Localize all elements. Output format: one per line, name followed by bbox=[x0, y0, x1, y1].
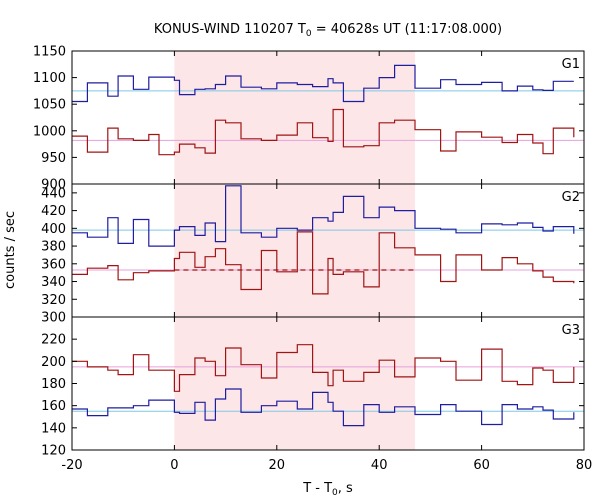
y-tick-label: 400 bbox=[41, 222, 66, 237]
count-rate-series bbox=[72, 344, 575, 392]
x-tick-label: -20 bbox=[61, 458, 82, 473]
y-tick-label: 320 bbox=[41, 293, 66, 308]
x-axis-label: T - T0, s bbox=[302, 481, 353, 498]
x-tick-label: 80 bbox=[576, 458, 593, 473]
y-tick-label: 1000 bbox=[33, 124, 66, 139]
count-rate-series bbox=[72, 185, 575, 247]
panels-layer: 900 950 1000 1050 1100 1150 G1 300 320 340 360 380 4… bbox=[33, 45, 585, 459]
chart-title: KONUS-WIND 110207 T0 = 40628s UT (11:17:… bbox=[154, 22, 502, 39]
panel-label: G3 bbox=[562, 323, 580, 338]
count-rate-series bbox=[72, 64, 574, 103]
panel-label: G1 bbox=[562, 57, 580, 72]
y-tick-label: 220 bbox=[41, 333, 66, 348]
panel-g3: 120 140 160 180 200 220 G3 bbox=[41, 316, 585, 459]
x-tick-label: 40 bbox=[371, 458, 388, 473]
y-tick-label: 300 bbox=[41, 311, 66, 326]
burst-interval-highlight bbox=[174, 51, 416, 450]
y-tick-label: 340 bbox=[41, 275, 66, 290]
count-rate-series bbox=[72, 388, 575, 427]
y-tick-label: 160 bbox=[41, 399, 66, 414]
y-tick-label: 180 bbox=[41, 377, 66, 392]
y-tick-label: 950 bbox=[41, 151, 66, 166]
y-tick-label: 900 bbox=[41, 178, 66, 193]
count-rate-series bbox=[72, 231, 575, 295]
y-tick-label: 1100 bbox=[33, 71, 66, 86]
y-tick-label: 360 bbox=[41, 257, 66, 272]
y-tick-label: 1050 bbox=[33, 98, 66, 113]
panel-g1: 900 950 1000 1050 1100 1150 G1 bbox=[33, 45, 585, 193]
x-tick-label: 20 bbox=[269, 458, 286, 473]
x-axis: -20 0 20 40 60 80 bbox=[61, 458, 592, 473]
y-tick-label: 140 bbox=[41, 421, 66, 436]
y-axis-label: counts / sec bbox=[3, 211, 18, 289]
panel-g2: 300 320 340 360 380 400 420 440 G2 bbox=[41, 183, 585, 326]
y-tick-label: 420 bbox=[41, 204, 66, 219]
y-tick-label: 440 bbox=[41, 186, 66, 201]
y-tick-label: 380 bbox=[41, 240, 66, 255]
highlight-layer bbox=[174, 51, 416, 450]
x-tick-label: 0 bbox=[170, 458, 178, 473]
x-tick-label: 60 bbox=[473, 458, 490, 473]
y-tick-label: 120 bbox=[41, 444, 66, 459]
count-rate-series bbox=[72, 108, 575, 156]
y-tick-label: 1150 bbox=[33, 45, 66, 60]
y-tick-label: 200 bbox=[41, 355, 66, 370]
panel-label: G2 bbox=[562, 190, 580, 205]
